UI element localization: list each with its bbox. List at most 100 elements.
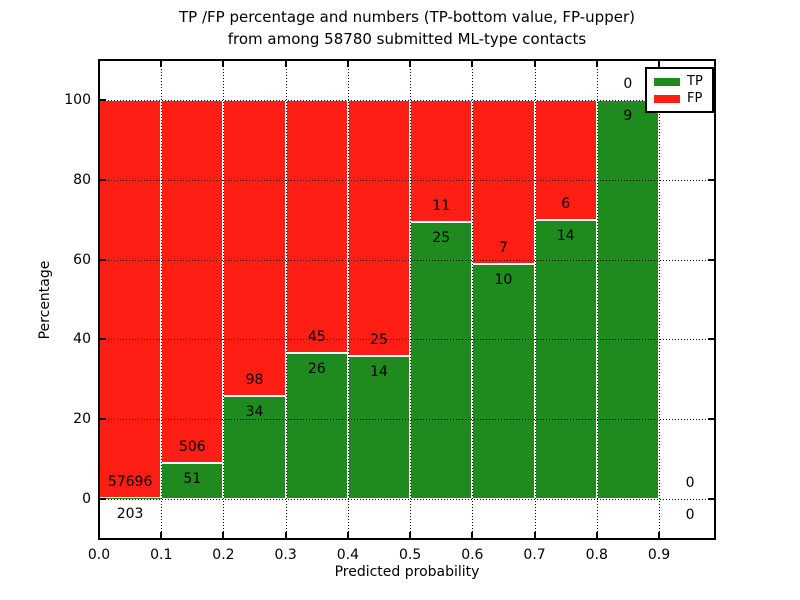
x-tick xyxy=(160,532,163,539)
y-tick xyxy=(99,98,106,101)
y-tick xyxy=(708,338,715,341)
x-tick xyxy=(471,532,474,539)
fp-count-label: 11 xyxy=(432,197,451,214)
tp-count-label: 26 xyxy=(307,360,326,377)
y-tick xyxy=(708,418,715,421)
y-gridline xyxy=(99,259,715,261)
y-tick-label: 40 xyxy=(73,331,91,348)
legend-swatch-tp xyxy=(654,77,680,86)
x-tick xyxy=(658,60,660,67)
fp-count-label: 25 xyxy=(370,331,388,348)
tp-bar xyxy=(596,99,659,500)
tp-bar xyxy=(472,264,535,500)
y-tick xyxy=(708,178,715,181)
x-gridline xyxy=(472,60,474,539)
x-tick xyxy=(409,60,412,67)
tp-count-label: 51 xyxy=(183,470,202,487)
fp-bar xyxy=(161,99,224,463)
y-tick xyxy=(99,418,106,421)
y-gridline xyxy=(99,499,715,501)
x-tick-label: 0.7 xyxy=(523,547,546,563)
x-tick-label: 0.0 xyxy=(87,547,111,563)
x-gridline xyxy=(410,60,412,539)
chart-title-line2: from among 58780 submitted ML-type conta… xyxy=(227,30,587,48)
y-tick xyxy=(708,498,715,501)
y-tick-label: 0 xyxy=(82,491,91,508)
y-tick-label: 80 xyxy=(73,171,91,188)
x-tick xyxy=(595,532,598,539)
tp-count-label: 0 xyxy=(685,507,695,524)
y-gridline xyxy=(99,419,715,421)
tp-count-label: 10 xyxy=(494,272,513,289)
x-tick xyxy=(222,60,225,67)
tp-count-label: 34 xyxy=(245,404,264,421)
x-tick xyxy=(658,532,660,539)
fp-count-label: 57696 xyxy=(107,473,153,490)
x-gridline xyxy=(659,60,660,539)
legend-item-fp: FP xyxy=(654,90,705,106)
fp-count-label: 7 xyxy=(498,240,508,257)
x-tick-label: 0.1 xyxy=(150,547,173,563)
fp-count-label: 98 xyxy=(245,372,264,389)
x-tick xyxy=(160,60,163,67)
x-tick xyxy=(222,532,225,539)
tp-count-label: 203 xyxy=(116,505,144,522)
x-tick-label: 0.4 xyxy=(336,547,360,563)
chart-title: TP /FP percentage and numbers (TP-bottom… xyxy=(99,6,715,50)
x-tick-label: 0.2 xyxy=(212,547,235,563)
y-gridline xyxy=(99,99,715,101)
y-tick-label: 60 xyxy=(73,251,91,268)
tp-bar xyxy=(285,352,348,500)
fp-count-label: 45 xyxy=(307,328,326,345)
fp-count-label: 506 xyxy=(178,438,206,455)
x-gridline xyxy=(285,60,287,539)
x-axis-label: Predicted probability xyxy=(334,564,480,580)
y-tick xyxy=(99,338,106,341)
x-tick xyxy=(284,532,287,539)
x-tick xyxy=(346,60,349,67)
x-tick xyxy=(533,60,536,67)
tp-count-label: 14 xyxy=(370,363,388,380)
legend-label-fp: FP xyxy=(687,90,703,106)
x-tick xyxy=(346,532,349,539)
x-tick-label: 0.8 xyxy=(585,547,608,563)
x-tick xyxy=(98,60,100,67)
chart-title-line1: TP /FP percentage and numbers (TP-bottom… xyxy=(179,8,635,26)
x-tick xyxy=(284,60,287,67)
y-tick-label: 100 xyxy=(64,91,91,108)
y-gridline xyxy=(99,179,715,181)
fp-count-label: 0 xyxy=(685,475,695,492)
fp-bar xyxy=(223,99,286,397)
tp-bar xyxy=(223,396,286,500)
fp-bar xyxy=(347,99,411,356)
x-gridline xyxy=(347,60,349,539)
tp-bar xyxy=(410,221,473,500)
x-tick xyxy=(98,532,100,539)
x-gridline xyxy=(99,60,100,539)
fp-bar xyxy=(285,99,348,353)
x-gridline xyxy=(534,60,536,539)
fp-bar xyxy=(99,99,162,498)
x-tick-label: 0.3 xyxy=(274,547,297,563)
fp-count-label: 6 xyxy=(561,195,571,212)
x-gridline xyxy=(223,60,225,539)
x-tick xyxy=(533,532,536,539)
x-tick xyxy=(409,532,412,539)
tp-bar xyxy=(99,497,162,500)
tp-count-label: 25 xyxy=(432,229,451,246)
y-axis-label: Percentage xyxy=(37,260,53,340)
y-tick xyxy=(99,178,106,181)
x-tick xyxy=(471,60,474,67)
x-tick-label: 0.5 xyxy=(398,547,422,563)
tp-bar xyxy=(534,219,597,500)
y-tick-label: 20 xyxy=(73,411,91,428)
tp-count-label: 14 xyxy=(556,227,575,244)
legend-label-tp: TP xyxy=(687,73,703,89)
y-tick xyxy=(708,258,715,261)
y-tick xyxy=(99,498,106,501)
x-tick-label: 0.9 xyxy=(647,547,671,563)
legend: TP FP xyxy=(645,67,714,113)
x-gridline xyxy=(161,60,163,539)
legend-item-tp: TP xyxy=(654,73,705,89)
